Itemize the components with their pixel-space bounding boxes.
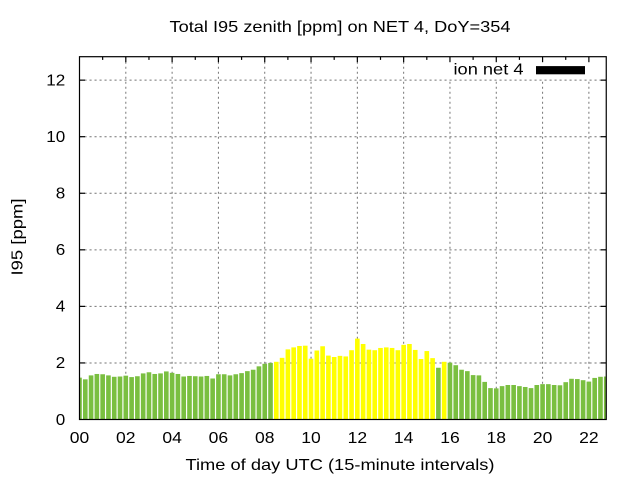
svg-text:8: 8 bbox=[56, 186, 66, 203]
svg-text:10: 10 bbox=[301, 430, 321, 447]
svg-text:0: 0 bbox=[56, 412, 66, 429]
svg-text:04: 04 bbox=[162, 430, 182, 447]
svg-text:16: 16 bbox=[440, 430, 460, 447]
svg-text:08: 08 bbox=[255, 430, 275, 447]
svg-text:ion net 4: ion net 4 bbox=[454, 62, 524, 79]
svg-text:12: 12 bbox=[348, 430, 368, 447]
svg-text:18: 18 bbox=[487, 430, 507, 447]
svg-text:12: 12 bbox=[46, 72, 65, 89]
svg-text:2: 2 bbox=[56, 355, 66, 372]
svg-text:06: 06 bbox=[209, 430, 229, 447]
svg-text:20: 20 bbox=[533, 430, 553, 447]
svg-text:6: 6 bbox=[56, 242, 66, 259]
svg-text:4: 4 bbox=[56, 299, 66, 316]
svg-text:02: 02 bbox=[116, 430, 136, 447]
svg-text:Total I95 zenith [ppm] on NET: Total I95 zenith [ppm] on NET 4, DoY=354 bbox=[170, 19, 511, 36]
svg-text:Time of day UTC (15-minute int: Time of day UTC (15-minute intervals) bbox=[186, 457, 495, 474]
svg-text:14: 14 bbox=[394, 430, 414, 447]
svg-text:22: 22 bbox=[579, 430, 599, 447]
svg-text:00: 00 bbox=[70, 430, 90, 447]
svg-text:10: 10 bbox=[46, 129, 65, 146]
svg-text:I95 [ppm]: I95 [ppm] bbox=[10, 199, 27, 276]
